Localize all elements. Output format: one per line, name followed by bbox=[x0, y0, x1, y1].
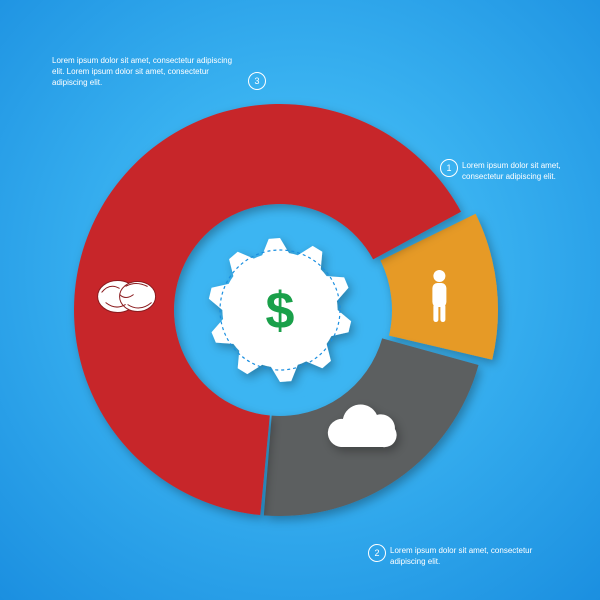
callout-2: 2Lorem ipsum dolor sit amet, consectetur… bbox=[390, 546, 540, 568]
dollar-icon: $ bbox=[266, 282, 295, 340]
callout-badge-2: 2 bbox=[368, 544, 386, 562]
callout-badge-3: 3 bbox=[248, 72, 266, 90]
callout-badge-1: 1 bbox=[440, 159, 458, 177]
callout-1: 1Lorem ipsum dolor sit amet, consectetur… bbox=[462, 161, 582, 183]
infographic-stage: $ 1Lorem ipsum dolor sit amet, consectet… bbox=[0, 0, 600, 600]
callout-text-2: Lorem ipsum dolor sit amet, consectetur … bbox=[390, 546, 540, 568]
donut-diagram: $ bbox=[0, 0, 600, 600]
callout-text-1: Lorem ipsum dolor sit amet, consectetur … bbox=[462, 161, 582, 183]
callout-text-3: Lorem ipsum dolor sit amet, consectetur … bbox=[52, 56, 242, 88]
brain-icon bbox=[98, 280, 156, 312]
callout-3: 3Lorem ipsum dolor sit amet, consectetur… bbox=[52, 56, 242, 88]
